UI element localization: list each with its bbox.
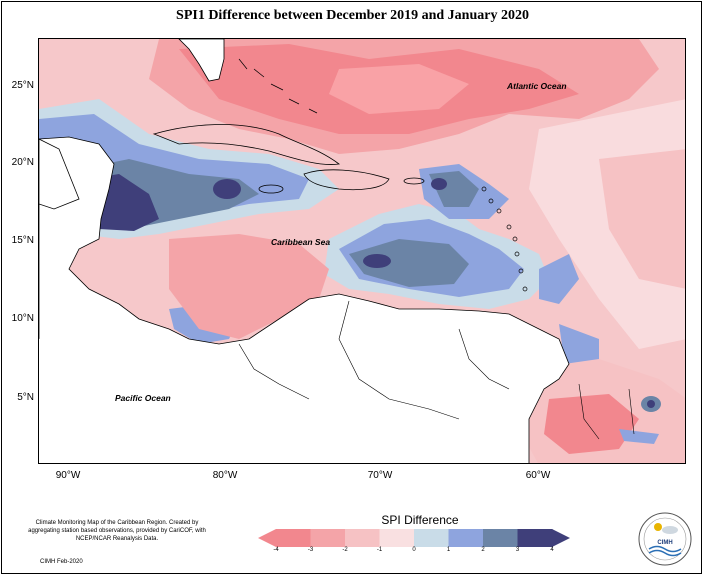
wave-icon-2 (648, 549, 682, 557)
dark-core-leeward (431, 178, 447, 190)
spi-map (38, 38, 686, 464)
legend-tick-label: 1 (446, 547, 451, 553)
logo-inner-ring (643, 517, 687, 561)
logo-text: CIMH (657, 540, 672, 546)
legend-cell (276, 529, 311, 547)
sun-icon (654, 523, 662, 531)
lon-label-70w: 70°W (367, 470, 393, 481)
legend-tick-label: 2 (481, 547, 485, 553)
slate-central (349, 239, 469, 287)
legend-tick-label: 4 (550, 547, 554, 553)
lon-label-90w: 90°W (55, 470, 81, 481)
legend-cell (414, 529, 449, 547)
legend-arrow-left (258, 529, 276, 547)
legend-tick-label: -3 (307, 547, 314, 553)
legend-cell (345, 529, 380, 547)
lon-label-80w: 80°W (212, 470, 238, 481)
credits-date: CIMH Feb-2020 (40, 559, 83, 565)
legend-tick-label: 3 (515, 547, 520, 553)
label-atlantic-ocean: Atlantic Ocean (507, 81, 567, 91)
lat-label-5n: 5°N (17, 392, 34, 403)
blue-guianas-coast (619, 429, 659, 444)
lat-label-20n: 20°N (11, 157, 34, 168)
legend-arrow-right (552, 529, 570, 547)
dark-core-central (363, 254, 391, 268)
legend-cell (517, 529, 553, 547)
legend-tick-label: -2 (342, 547, 348, 553)
legend-cell (310, 529, 346, 547)
spi-field (39, 39, 685, 463)
label-caribbean-sea: Caribbean Sea (271, 237, 331, 247)
credits-text: Climate Monitoring Map of the Caribbean … (28, 520, 206, 542)
legend-cell (379, 529, 415, 547)
legend-title: SPI Difference (381, 513, 459, 527)
label-pacific-ocean: Pacific Ocean (115, 393, 171, 403)
logo-ring (638, 512, 692, 566)
outline-puerto-rico (403, 177, 425, 185)
outline-lesser-antilles (481, 186, 528, 292)
legend-tick-label: -1 (376, 547, 383, 553)
red-zone-atl (329, 64, 469, 114)
land-yucatan (39, 138, 80, 210)
blue-windward (539, 254, 579, 304)
red-guianas (544, 394, 639, 454)
country-borders (238, 300, 635, 440)
outline-bahamas (238, 58, 318, 114)
dark-guianas (647, 400, 655, 408)
legend-tick-label: -4 (273, 547, 279, 553)
outline-jamaica (258, 184, 284, 194)
legend-cell (448, 529, 484, 547)
legend-colorbar (258, 529, 570, 547)
legend-tick-label: 0 (412, 547, 416, 553)
legend-cells (276, 529, 553, 547)
lat-label-15n: 15°N (11, 235, 34, 246)
cimh-logo: CIMH (638, 512, 692, 566)
dark-core-jamaica (213, 179, 241, 199)
legend-cell (483, 529, 518, 547)
cloud-icon (662, 526, 678, 534)
outline-cuba (152, 124, 341, 165)
lat-label-10n: 10°N (11, 313, 34, 324)
outline-hispaniola (303, 169, 390, 191)
wave-icon (648, 545, 682, 553)
map-title: SPI1 Difference between December 2019 an… (176, 8, 529, 23)
lat-label-25n: 25°N (11, 80, 34, 91)
pink-zone-east (599, 149, 685, 289)
lon-label-60w: 60°W (525, 470, 551, 481)
land-florida (178, 39, 225, 82)
pacific-white (39, 319, 269, 463)
